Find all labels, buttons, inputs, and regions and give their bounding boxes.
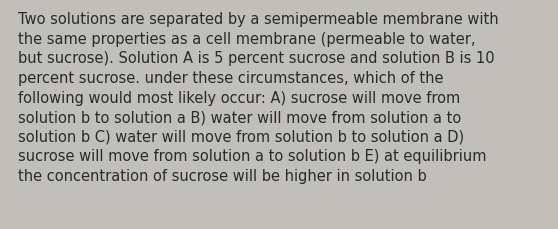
Text: Two solutions are separated by a semipermeable membrane with
the same properties: Two solutions are separated by a semiper… — [18, 12, 498, 183]
